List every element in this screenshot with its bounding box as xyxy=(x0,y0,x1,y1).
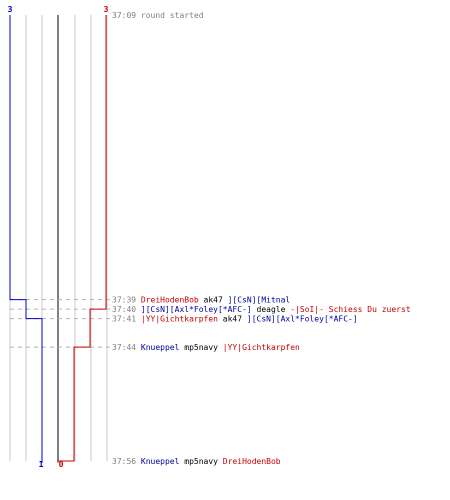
event-time: 37:39 xyxy=(112,296,141,305)
event-time: 37:40 xyxy=(112,305,141,314)
event-time: 37:44 xyxy=(112,343,141,352)
blue-team-line xyxy=(9,15,43,463)
event-part-2: ][CsN][Axl*Foley[*AFC-] xyxy=(247,315,358,324)
event-part-2: ][CsN][Mitnal xyxy=(228,296,291,305)
event-part-2: DreiHodenBob xyxy=(223,457,281,466)
event-part-1: mp5navy xyxy=(179,457,222,466)
event-part-2: |YY|Gichtkarpfen xyxy=(223,343,300,352)
event-log: 37:09 round started 37:39 DreiHodenBob ak… xyxy=(112,11,411,466)
event-row-2: 37:40 ][CsN][Axl*Foley[*AFC-] deagle -|S… xyxy=(112,305,411,314)
event-part-2: -|SoI|- Schiess Du zuerst xyxy=(290,305,411,314)
event-row-0: 37:09 round started xyxy=(112,11,204,20)
score-labels: 3 1 3 0 xyxy=(8,5,109,469)
event-part-0: round started xyxy=(141,11,204,20)
blue-start-score: 3 xyxy=(8,5,13,14)
event-part-0: ][CsN][Axl*Foley[*AFC-] xyxy=(141,305,252,314)
timeline-grid xyxy=(9,15,108,461)
event-row-1: 37:39 DreiHodenBob ak47 ][CsN][Mitnal xyxy=(112,296,290,305)
event-part-1: ak47 xyxy=(199,296,228,305)
blue-end-score: 1 xyxy=(39,460,44,469)
event-part-1: mp5navy xyxy=(179,343,222,352)
event-part-0: |YY|Gichtkarpfen xyxy=(141,315,218,324)
event-part-0: Knueppel xyxy=(141,343,180,352)
team-lines xyxy=(9,15,107,463)
red-end-score: 0 xyxy=(59,460,64,469)
event-time: 37:56 xyxy=(112,457,141,466)
red-team-line xyxy=(57,15,107,463)
event-row-3: 37:41 |YY|Gichtkarpfen ak47 ][CsN][Axl*F… xyxy=(112,315,358,324)
red-start-score: 3 xyxy=(104,5,109,14)
event-row-4: 37:44 Knueppel mp5navy |YY|Gichtkarpfen xyxy=(112,343,300,352)
event-time: 37:09 xyxy=(112,11,141,20)
event-part-0: Knueppel xyxy=(141,457,180,466)
event-time: 37:41 xyxy=(112,315,141,324)
event-part-0: DreiHodenBob xyxy=(141,296,199,305)
event-dash-lines xyxy=(10,299,110,348)
event-part-1: ak47 xyxy=(218,315,247,324)
event-row-5: 37:56 Knueppel mp5navy DreiHodenBob xyxy=(112,457,281,466)
event-part-1: deagle xyxy=(252,305,291,314)
